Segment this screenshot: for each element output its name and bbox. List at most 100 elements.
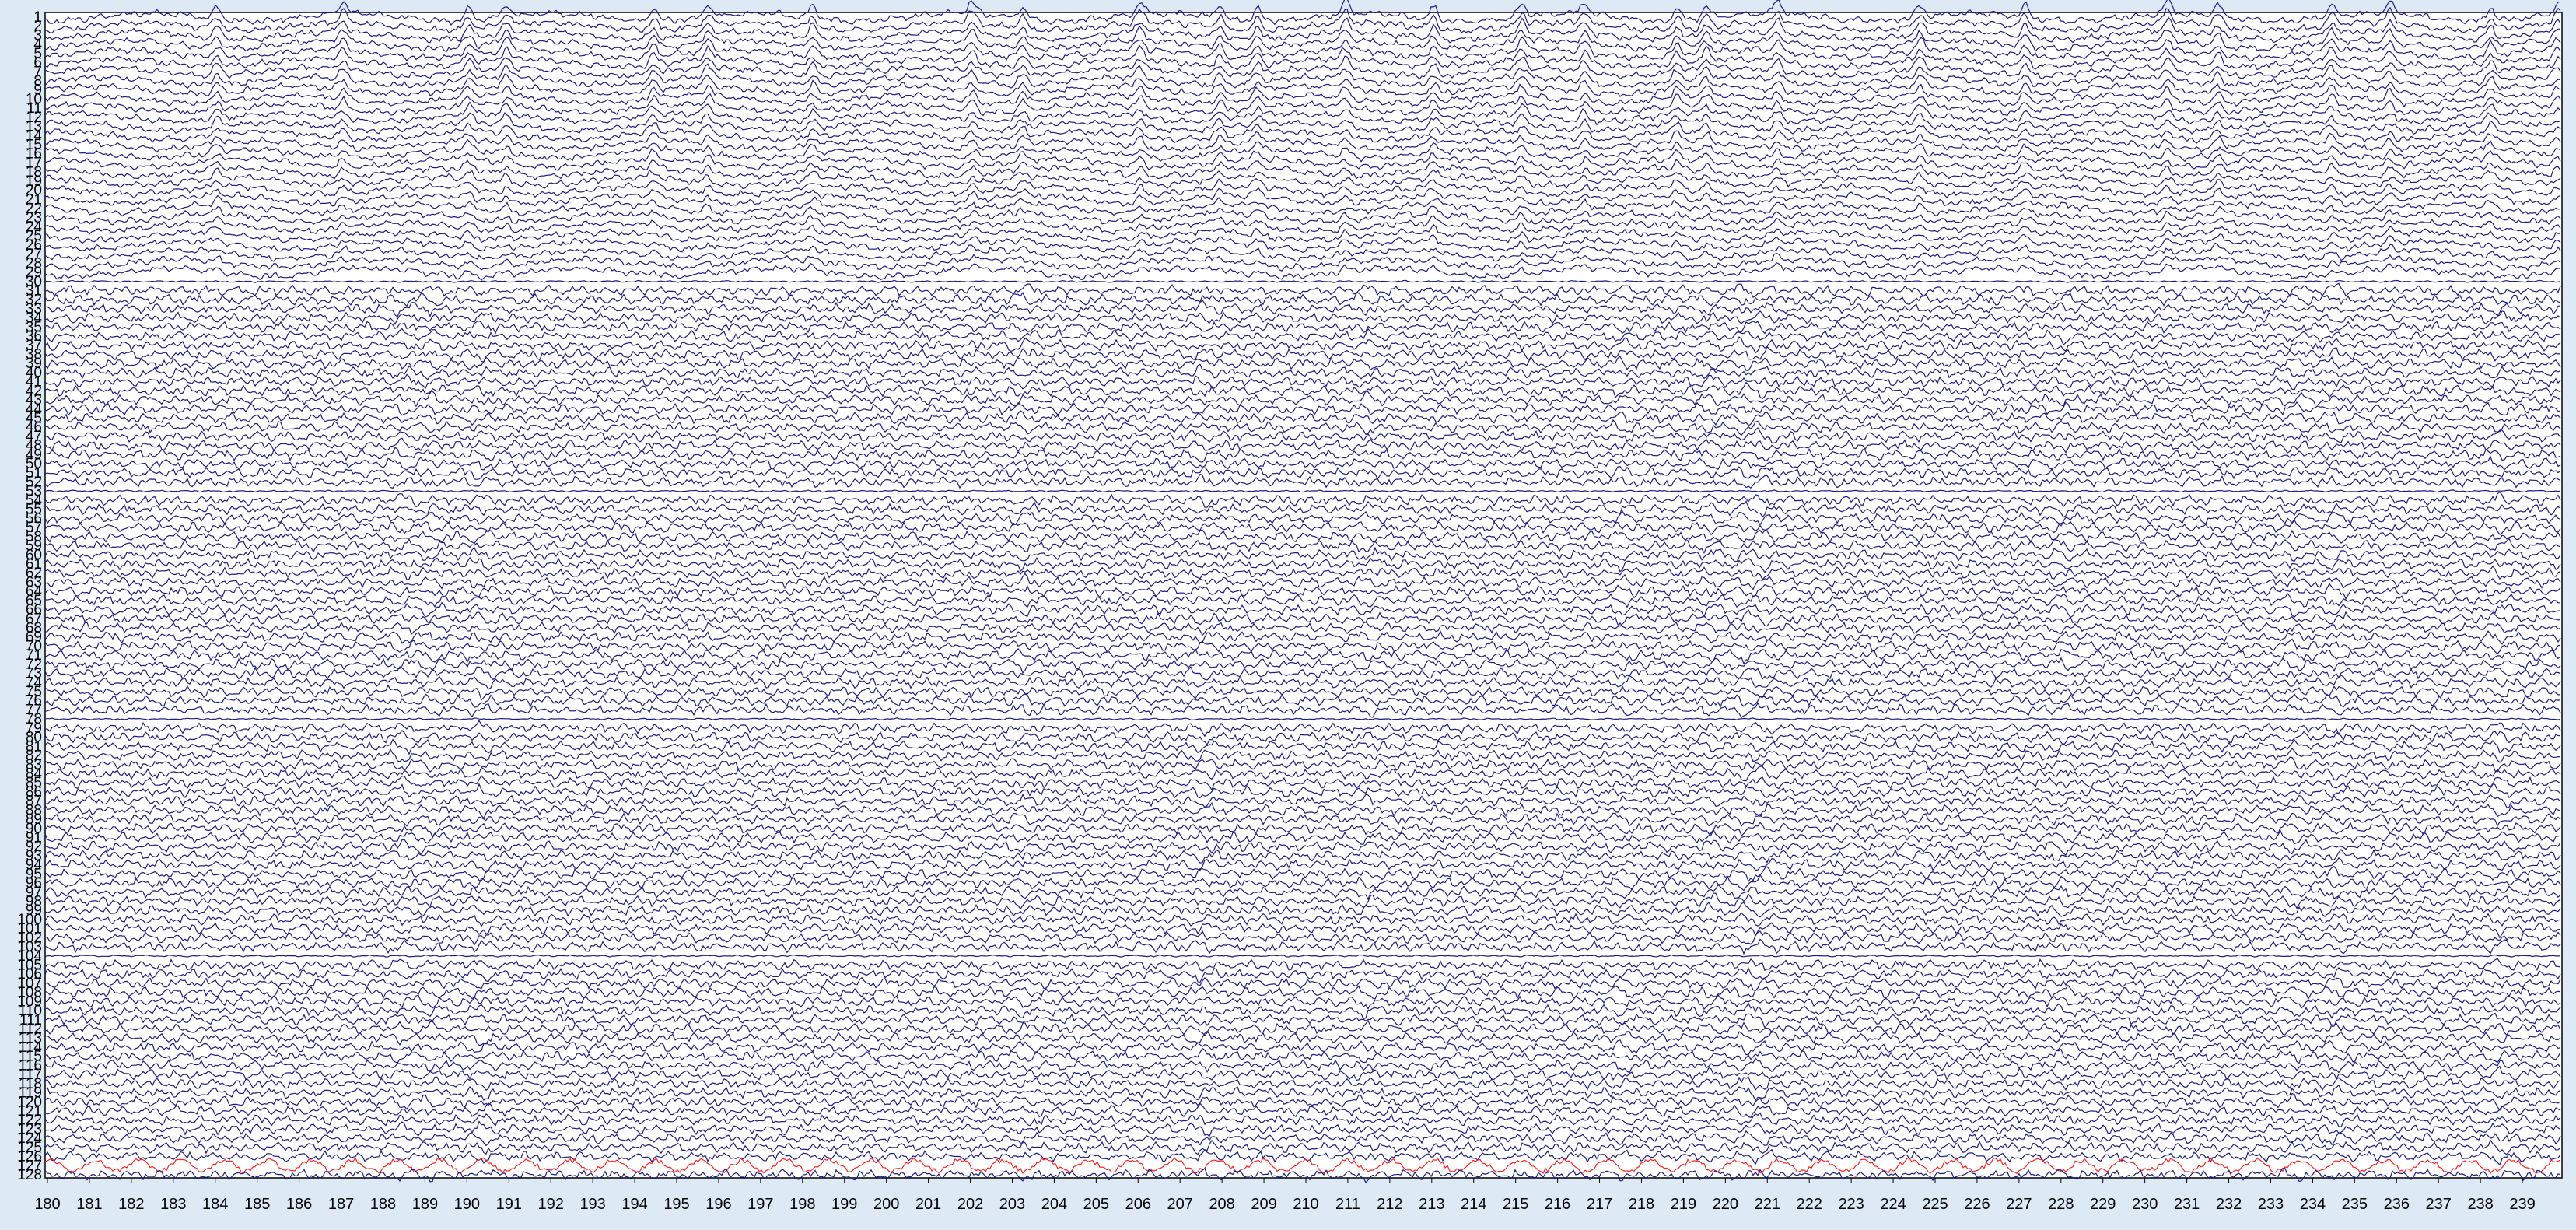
time-tick-label: 185 [244,1196,270,1213]
time-tick-label: 197 [747,1196,773,1213]
channel-label: 64 [26,583,43,600]
channel-label: 42 [26,383,42,399]
channel-label: 104 [17,948,42,965]
channel-trace-126 [44,1148,2561,1166]
channel-label: 30 [26,274,42,290]
channel-label: 71 [26,647,42,664]
channel-label: 118 [19,1076,42,1092]
channel-label: 78 [26,711,42,727]
channel-trace-95 [44,866,2561,883]
time-tick-label: 184 [202,1196,228,1213]
channel-label: 90 [26,821,42,837]
channel-trace-86 [44,783,2561,799]
channel-trace-14 [44,120,2561,144]
channel-trace-64 [44,583,2561,601]
channel-label: 79 [26,720,42,737]
channel-label: 82 [26,748,42,764]
channel-trace-26 [44,233,2561,254]
time-tick-label: 182 [118,1196,144,1213]
channel-trace-51 [44,465,2561,480]
channel-label: 45 [26,411,42,427]
channel-trace-78 [45,717,2561,721]
channel-label: 26 [26,237,42,254]
channel-label: 103 [17,939,42,955]
channel-trace-18 [44,159,2561,181]
channel-label: 114 [19,1039,43,1056]
channel-trace-19 [44,167,2561,190]
channel-label: 11 [26,100,42,117]
channel-label: 83 [26,757,42,773]
channel-label: 120 [17,1094,42,1110]
channel-trace-106 [44,967,2561,983]
channel-trace-125 [44,1139,2561,1155]
channel-trace-5 [44,36,2561,62]
channel-label: 111 [19,1012,42,1029]
channel-trace-43 [44,390,2561,408]
channel-label: 109 [17,993,42,1010]
time-tick-label: 223 [1838,1196,1864,1213]
channel-trace-46 [44,419,2561,436]
channel-trace-57 [44,519,2561,536]
channel-trace-67 [44,609,2561,627]
time-tick-label: 224 [1880,1196,1906,1213]
channel-trace-127 [44,1157,2561,1174]
time-tick-label: 189 [412,1196,438,1213]
channel-label: 5 [33,46,42,62]
channel-trace-3 [44,16,2561,44]
channel-label: 105 [17,958,42,974]
time-tick-label: 193 [579,1196,605,1213]
channel-trace-121 [44,1102,2561,1119]
channel-trace-74 [44,675,2561,690]
channel-label: 53 [26,483,42,499]
channel-label: 28 [26,255,42,272]
channel-label: 17 [26,155,42,171]
channel-trace-98 [44,892,2561,910]
channel-label: 84 [26,766,43,782]
channel-trace-61 [44,556,2561,573]
channel-label: 2 [33,19,42,35]
channel-label: 43 [26,392,42,408]
channel-trace-111 [44,1012,2561,1029]
channel-label: 50 [26,456,42,472]
time-tick-label: 194 [621,1196,647,1213]
channel-trace-63 [44,573,2561,590]
channel-label: 35 [26,319,42,335]
channel-label: 38 [26,347,42,363]
channel-trace-112 [44,1019,2561,1039]
channel-trace-91 [44,829,2561,845]
channel-label: 75 [26,684,42,700]
time-tick-label: 218 [1629,1196,1654,1213]
channel-label: 3 [33,27,42,44]
channel-label: 48 [26,438,42,454]
channel-label: 33 [26,301,42,317]
channel-label: 99 [26,902,42,919]
channel-label: 89 [26,811,42,828]
channel-label: 73 [26,666,42,682]
channel-trace-114 [44,1039,2561,1056]
channel-trace-70 [44,638,2561,655]
channel-label: 49 [26,447,42,463]
channel-trace-102 [44,930,2561,946]
channel-trace-30 [44,279,2561,283]
channel-trace-38 [44,345,2561,363]
channel-label: 37 [26,338,42,354]
channel-label: 14 [26,128,43,144]
channel-trace-120 [44,1092,2561,1112]
time-tick-label: 231 [2174,1196,2200,1213]
channel-trace-17 [44,148,2561,171]
channel-trace-99 [44,902,2561,918]
time-tick-label: 202 [957,1196,983,1213]
channel-trace-48 [44,437,2561,454]
channel-label: 92 [26,839,42,855]
channel-label: 55 [26,502,42,518]
channel-trace-72 [44,657,2561,675]
channel-trace-37 [44,336,2561,354]
channel-label: 85 [26,775,42,791]
channel-label: 74 [26,675,43,691]
time-axis: 180 181 182 183 184 185 186 187 188 189 190 191 192 1… [34,1178,2536,1213]
channel-label: 125 [17,1140,42,1156]
channel-trace-123 [44,1120,2561,1137]
channel-label: 19 [26,173,42,190]
